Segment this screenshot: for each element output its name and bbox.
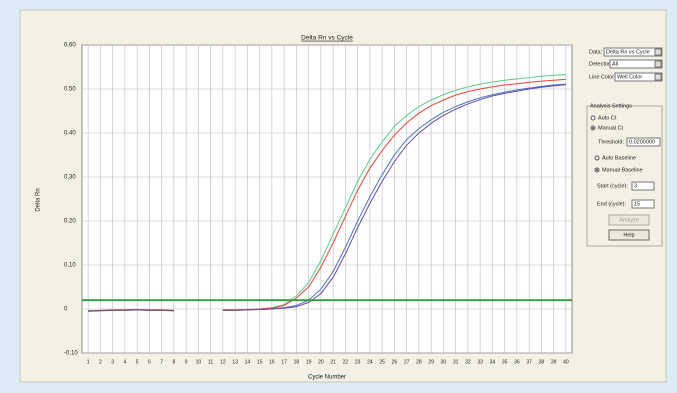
x-tick-label: 4 (123, 359, 126, 365)
auto-ct: Auto Ct (598, 115, 617, 121)
x-tick-label: 25 (379, 359, 385, 365)
line-color-value: Well Color (617, 74, 642, 80)
x-tick-label: 31 (453, 359, 459, 365)
chart-title: Delta Rn vs Cycle (301, 35, 353, 42)
x-tick-label: 15 (257, 359, 263, 365)
y-tick-label: 0 (64, 307, 68, 313)
dropdown-arrow[interactable] (654, 48, 662, 56)
x-tick-label: 1 (87, 359, 90, 365)
start-label: Start (cycle): (597, 183, 628, 189)
y-tick-label: 0.10 (64, 263, 76, 269)
help-button[interactable] (608, 229, 650, 241)
x-tick-label: 5 (136, 359, 139, 365)
dropdown-arrow[interactable] (654, 73, 662, 81)
x-tick-label: 13 (232, 359, 238, 365)
detector-label: Detector: (589, 61, 612, 67)
radio-dot (596, 169, 598, 171)
x-tick-label: 2 (99, 359, 102, 365)
y-axis-label: Delta Rn (36, 188, 42, 211)
x-tick-label: 32 (465, 359, 471, 365)
plot-area (81, 44, 573, 354)
analyze-text: Analyze (619, 217, 639, 223)
x-axis-label: Cycle Number (308, 375, 346, 381)
end-input[interactable] (631, 199, 655, 209)
settings-panel: Data: Delta Rn vs Cycle Detector: All Li… (586, 47, 663, 247)
x-tick-label: 22 (343, 359, 349, 365)
x-tick-label: 33 (477, 359, 483, 365)
radio[interactable] (594, 155, 600, 161)
x-tick-label: 8 (172, 359, 175, 365)
data-dropdown[interactable] (603, 47, 663, 57)
x-tick-label: 19 (306, 359, 312, 365)
x-tick-label: 40 (563, 359, 569, 365)
start-value: 3 (634, 183, 637, 189)
y-tick-label: 0.20 (64, 219, 76, 225)
y-tick-label: 0.60 (64, 43, 76, 49)
x-tick-label: 34 (490, 359, 496, 365)
x-tick-label: 36 (514, 359, 520, 365)
group-box (586, 105, 663, 247)
threshold-label: Threshold: (598, 139, 624, 145)
x-tick-label: 29 (428, 359, 434, 365)
line-color-dropdown[interactable] (614, 72, 663, 82)
x-tick-label: 27 (404, 359, 410, 365)
x-tick-label: 14 (245, 359, 251, 365)
start-input[interactable] (631, 181, 655, 191)
auto-baseline: Auto Baseline (602, 155, 636, 161)
x-tick-label: 10 (196, 359, 202, 365)
detector-value: All (612, 61, 618, 67)
threshold-input[interactable] (626, 137, 661, 147)
y-tick-label: 0.50 (64, 87, 76, 93)
y-tick-label: -0.10 (64, 351, 78, 357)
radio-dot (592, 127, 594, 129)
end-value: 15 (634, 201, 640, 207)
x-tick-label: 21 (330, 359, 336, 365)
series-line (88, 84, 566, 312)
x-tick-label: 39 (551, 359, 557, 365)
x-tick-label: 30 (441, 359, 447, 365)
detector-dropdown[interactable] (609, 59, 663, 69)
x-tick-label: 38 (539, 359, 545, 365)
x-tick-label: 11 (208, 359, 213, 365)
radio[interactable] (590, 115, 596, 121)
x-tick-label: 26 (392, 359, 398, 365)
line-color-label: Line Color: (589, 74, 616, 80)
x-tick-label: 17 (281, 359, 287, 365)
x-tick-label: 35 (502, 359, 508, 365)
x-tick-label: 3 (111, 359, 114, 365)
analyze-button[interactable] (608, 214, 650, 226)
x-tick-label: 23 (355, 359, 361, 365)
x-tick-label: 24 (367, 359, 373, 365)
x-tick-label: 28 (416, 359, 422, 365)
manual-ct: Manual Ct (598, 125, 624, 131)
manual-baseline: Manual Baseline (602, 167, 643, 173)
x-tick-label: 6 (148, 359, 151, 365)
x-tick-label: 7 (160, 359, 163, 365)
data-value: Delta Rn vs Cycle (606, 49, 650, 55)
data-label: Data: (589, 49, 603, 55)
x-tick-label: 16 (269, 359, 275, 365)
analysis-title: Analysis Settings (590, 103, 632, 109)
x-tick-label: 20 (318, 359, 324, 365)
dropdown-arrow[interactable] (654, 60, 662, 68)
y-tick-label: 0.40 (64, 131, 76, 137)
y-tick-label: 0.30 (64, 175, 76, 181)
end-label: End (cycle): (597, 201, 627, 207)
help-text: Help (623, 232, 634, 238)
x-tick-label: 18 (294, 359, 300, 365)
x-tick-label: 12 (220, 359, 226, 365)
threshold-value: 0.0200000 (629, 139, 655, 145)
x-tick-label: 37 (526, 359, 532, 365)
x-tick-label: 9 (185, 359, 188, 365)
